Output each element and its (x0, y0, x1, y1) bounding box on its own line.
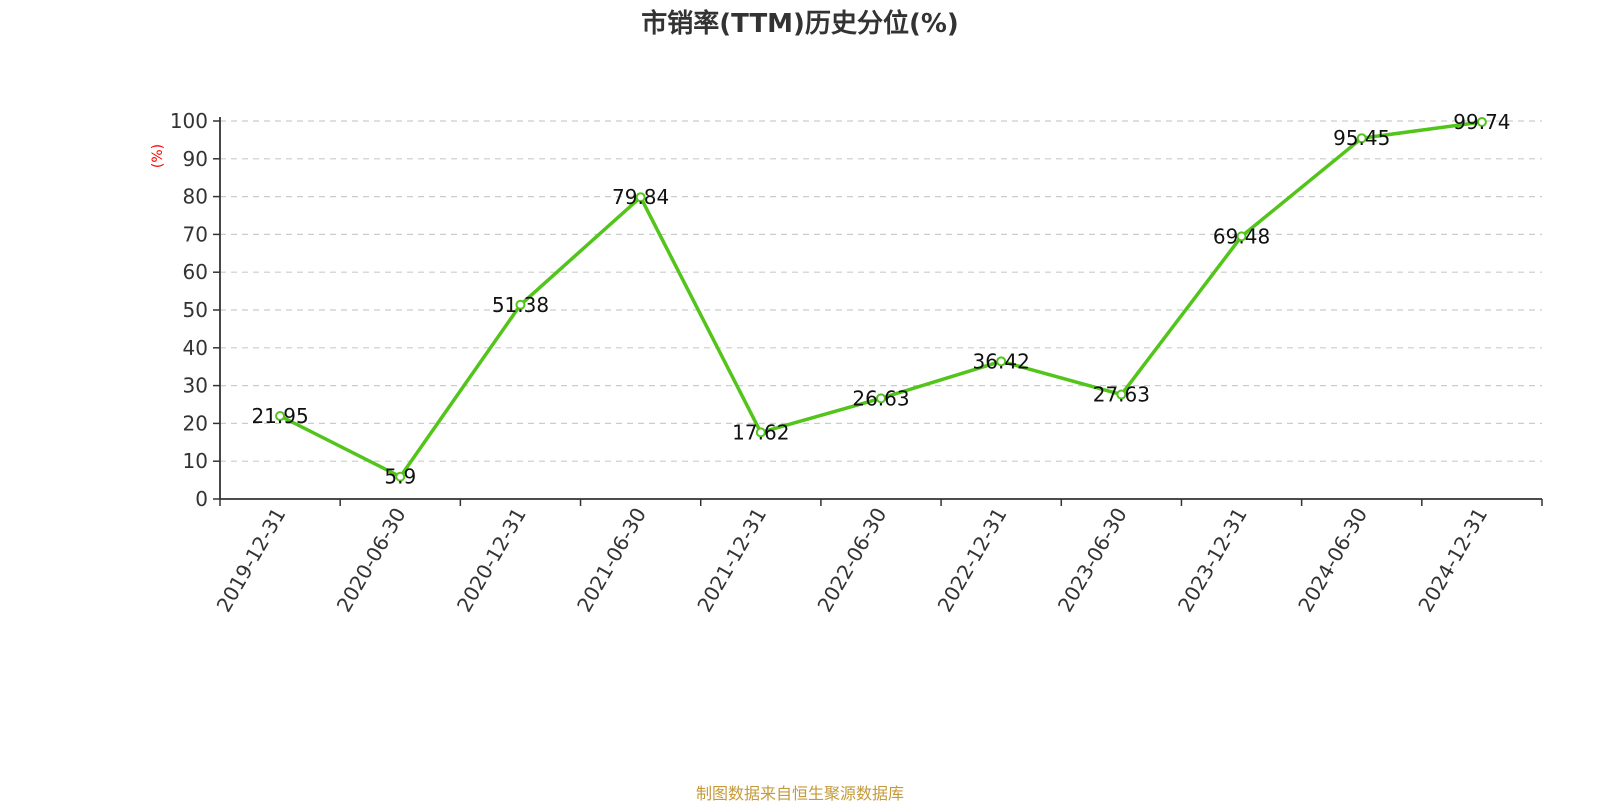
data-label: 69.48 (1213, 224, 1270, 248)
y-tick-label: 50 (183, 298, 208, 322)
data-point (755, 427, 766, 438)
data-point (515, 299, 526, 310)
data-label: 99.74 (1453, 110, 1510, 134)
y-tick-label: 90 (183, 147, 208, 171)
series (275, 116, 1487, 482)
x-tick-label: 2023-06-30 (1053, 504, 1132, 617)
data-point (275, 411, 286, 422)
x-tick-label: 2024-12-31 (1413, 504, 1492, 617)
data-point (1236, 231, 1247, 242)
data-label: 27.63 (1093, 383, 1150, 407)
source-note: 制图数据来自恒生聚源数据库 (695, 784, 904, 803)
data-point (996, 356, 1007, 367)
grid-lines (220, 120, 1542, 462)
x-tick-label: 2021-12-31 (692, 504, 771, 617)
x-tick-label: 2020-06-30 (332, 503, 411, 616)
data-label: 51.38 (492, 293, 549, 317)
data-point (395, 471, 406, 482)
x-tick-label: 2020-12-31 (452, 504, 531, 617)
chart-title: 市销率(TTM)历史分位(%) (641, 8, 959, 39)
y-tick-label: 0 (195, 487, 208, 511)
x-tick-label: 2023-12-31 (1173, 504, 1252, 617)
data-label: 95.45 (1333, 126, 1390, 150)
x-tick-label: 2022-12-31 (933, 504, 1012, 617)
x-ticks: 2019-12-31 2020-06-30 2020-12-31 2021-06-30… (212, 499, 1543, 617)
y-ticks: 0 10 20 30 40 50 60 70 80 90 100 (170, 109, 220, 511)
data-point (635, 192, 646, 203)
data-point (1476, 116, 1487, 127)
y-tick-label: 20 (183, 411, 208, 435)
y-tick-label: 40 (183, 336, 208, 360)
data-label: 36.42 (973, 349, 1030, 373)
x-tick-label: 2021-06-30 (572, 504, 651, 617)
data-label: 26.63 (852, 386, 909, 410)
y-tick-label: 100 (170, 109, 208, 133)
axes (219, 117, 1542, 500)
x-tick-label: 2024-06-30 (1293, 504, 1372, 617)
data-label: 17.62 (732, 420, 789, 444)
y-tick-label: 10 (183, 449, 208, 473)
data-label: 79.84 (612, 185, 669, 209)
x-tick-label: 2019-12-31 (212, 504, 291, 617)
data-point (1116, 389, 1127, 400)
data-label: 21.95 (251, 404, 308, 428)
data-point (876, 393, 886, 404)
y-axis-label: (%) (150, 144, 166, 168)
data-labels: 21.95 5.9 51.38 79.84 17.62 26.63 36.42 27.63 69… (251, 110, 1510, 489)
x-tick-label: 2022-06-30 (812, 504, 891, 617)
y-tick-label: 30 (183, 374, 208, 398)
data-label: 5.9 (384, 465, 416, 489)
y-tick-label: 60 (183, 260, 208, 284)
data-point (1356, 133, 1367, 144)
y-tick-label: 80 (183, 185, 208, 209)
y-tick-label: 70 (183, 222, 208, 246)
